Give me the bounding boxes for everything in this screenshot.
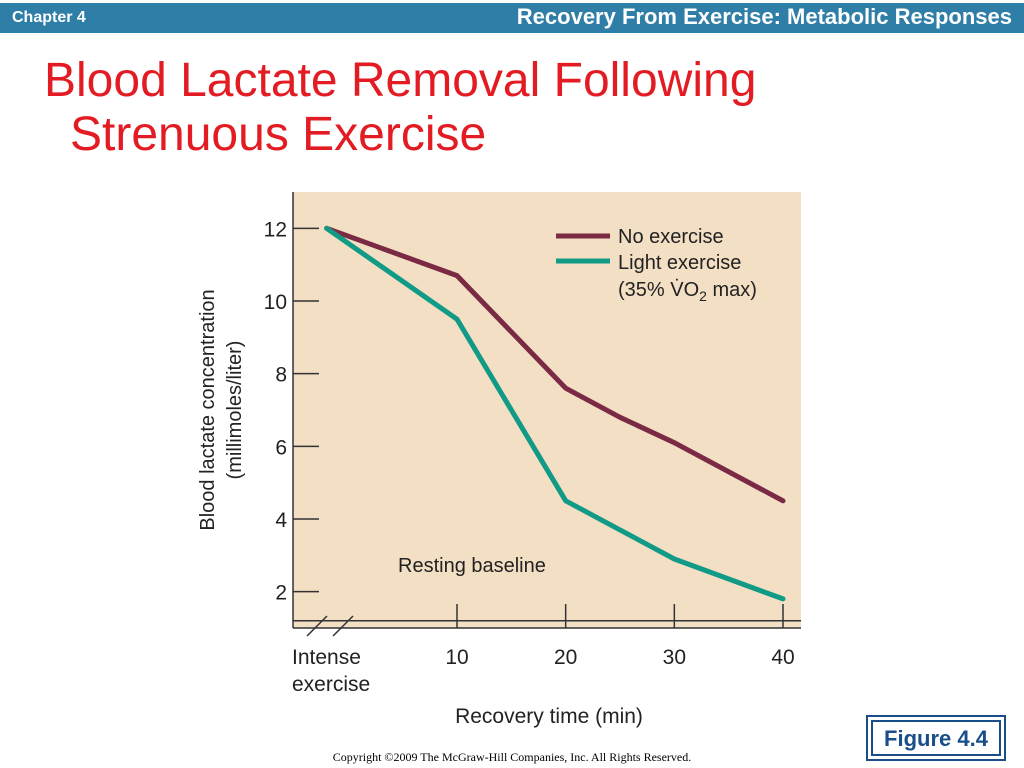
top-bar: Chapter 4 Recovery From Exercise: Metabo… <box>0 0 1024 34</box>
header-band: Recovery From Exercise: Metabolic Respon… <box>128 3 1024 33</box>
legend-vo2-prefix: (35% V̇O <box>618 279 699 301</box>
x-tick-label: 30 <box>663 646 686 669</box>
legend-vo2-subscript: 2 <box>699 288 707 304</box>
x-tick-label: 10 <box>445 646 468 669</box>
legend-label-light-exercise: Light exercise <box>618 252 741 274</box>
y-tick-label: 2 <box>275 582 287 605</box>
slide-title: Blood Lactate Removal Following Strenuou… <box>44 54 944 162</box>
x-tick-label: 40 <box>771 646 794 669</box>
chapter-label: Chapter 4 <box>0 3 128 33</box>
axis-break <box>306 615 354 637</box>
y-tick-label: 10 <box>264 291 287 314</box>
x-ticks: 10 20 30 40 <box>445 604 795 669</box>
series-group <box>324 225 786 602</box>
chart: 2 4 6 8 10 12 10 20 30 40 Resting baseline No ex… <box>180 180 820 730</box>
figure-label-box: Figure 4.4 <box>866 715 1006 761</box>
chart-svg: 2 4 6 8 10 12 10 20 30 40 Resting baseline No ex… <box>197 192 801 728</box>
section-title: Recovery From Exercise: Metabolic Respon… <box>516 4 1012 29</box>
x-start-label-line1: Intense <box>292 646 361 669</box>
y-axis-label-line2: (millimoles/liter) <box>224 341 246 480</box>
y-ticks: 2 4 6 8 10 12 <box>264 218 319 605</box>
x-start-label-line2: exercise <box>292 673 370 696</box>
legend-label-light-exercise-line2: (35% V̇O2 max) <box>618 279 757 304</box>
legend-label-no-exercise: No exercise <box>618 226 724 248</box>
y-tick-label: 8 <box>275 364 287 387</box>
legend-vo2-suffix: max) <box>707 279 757 301</box>
resting-baseline-label: Resting baseline <box>398 555 546 577</box>
series-line-light-exercise <box>324 225 786 602</box>
series-line-no-exercise <box>324 225 786 504</box>
x-axis-label: Recovery time (min) <box>455 705 643 728</box>
y-axis-label-line1: Blood lactate concentration <box>197 289 219 530</box>
slide-title-line1: Blood Lactate Removal Following <box>44 54 757 107</box>
axis-break-mark <box>306 615 328 637</box>
y-tick-label: 4 <box>275 509 287 532</box>
axis-break-mark <box>332 615 354 637</box>
slide-title-line2: Strenuous Exercise <box>70 108 487 161</box>
figure-label: Figure 4.4 <box>871 720 1001 756</box>
y-tick-label: 12 <box>264 218 287 241</box>
copyright-notice: Copyright ©2009 The McGraw-Hill Companie… <box>332 750 692 764</box>
y-tick-label: 6 <box>275 436 287 459</box>
x-tick-label: 20 <box>554 646 577 669</box>
legend: No exercise Light exercise (35% V̇O2 max… <box>556 226 757 304</box>
